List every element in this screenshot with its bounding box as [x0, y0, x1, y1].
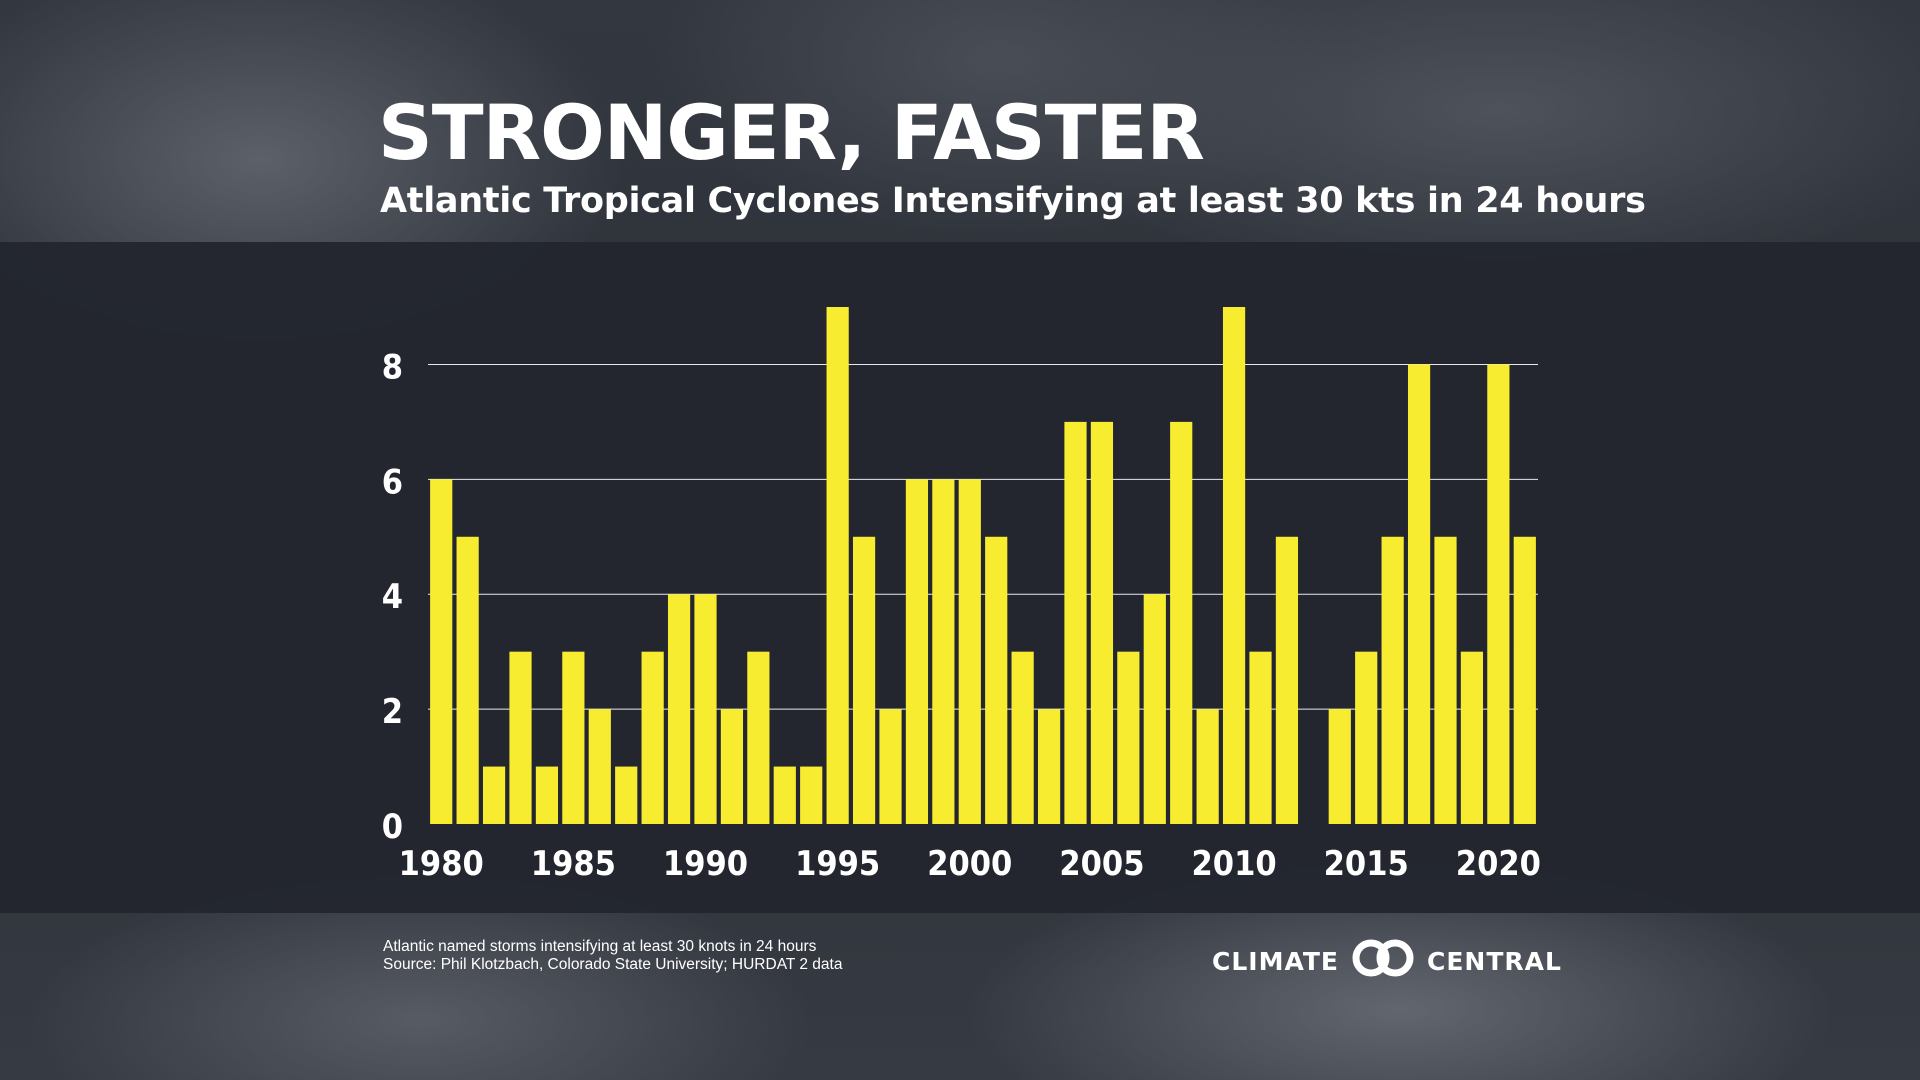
x-tick-label: 2005 — [1059, 844, 1144, 884]
bar-1997 — [879, 709, 902, 824]
bar-1986 — [588, 709, 611, 824]
logo-word-climate: CLIMATE — [1212, 946, 1339, 976]
y-axis-ticks: 0 2 4 6 8 — [382, 347, 403, 847]
bar-1980 — [430, 479, 453, 824]
grid-lines — [428, 363, 1538, 710]
bar-2012 — [1275, 536, 1299, 824]
bar-2016 — [1381, 536, 1404, 824]
y-tick-label: 0 — [382, 807, 403, 847]
x-tick-label: 1990 — [663, 844, 748, 884]
bar-2008 — [1170, 421, 1193, 824]
y-tick-label: 6 — [382, 462, 403, 502]
bar-1994 — [800, 766, 823, 824]
bar-1998 — [905, 479, 929, 824]
bar-2020 — [1487, 364, 1510, 824]
bar-1991 — [720, 709, 744, 824]
bar-1981 — [456, 536, 479, 824]
bars — [430, 307, 1536, 824]
bar-2021 — [1513, 536, 1536, 824]
bar-1999 — [932, 479, 955, 824]
bar-2018 — [1434, 536, 1457, 824]
interlocking-rings-icon — [1347, 939, 1419, 983]
chart-subtitle: Atlantic Tropical Cyclones Intensifying … — [380, 181, 1646, 221]
y-tick-label: 8 — [382, 347, 403, 387]
bar-1985 — [562, 651, 585, 824]
x-tick-label: 2020 — [1456, 844, 1541, 884]
x-axis-ticks: 1980 1985 1990 1995 2000 2005 2010 2015 2020 — [399, 844, 1541, 884]
bar-2004 — [1064, 421, 1087, 824]
bar-2017 — [1407, 364, 1431, 824]
bar-2006 — [1117, 651, 1140, 824]
x-tick-label: 1980 — [399, 844, 484, 884]
x-tick-label: 2010 — [1192, 844, 1277, 884]
bar-2009 — [1196, 709, 1219, 824]
bar-1987 — [615, 766, 638, 824]
bar-2001 — [985, 536, 1008, 824]
bar-1984 — [535, 766, 559, 824]
bar-1995 — [826, 307, 849, 824]
bar-2005 — [1090, 421, 1114, 824]
bar-2010 — [1222, 307, 1246, 824]
bar-2014 — [1328, 709, 1351, 824]
x-tick-label: 1985 — [531, 844, 616, 884]
y-tick-label: 4 — [382, 577, 403, 617]
logo-word-central: CENTRAL — [1427, 946, 1562, 976]
bar-1982 — [482, 766, 506, 824]
bar-2015 — [1355, 651, 1378, 824]
bar-2003 — [1037, 709, 1061, 824]
bar-2000 — [958, 479, 981, 824]
chart-title: STRONGER, FASTER — [378, 88, 1205, 177]
climate-central-logo[interactable]: CLIMATE CENTRAL — [1212, 939, 1562, 983]
x-tick-label: 2000 — [927, 844, 1012, 884]
bar-1993 — [773, 766, 796, 824]
bar-1990 — [694, 594, 717, 824]
x-tick-label: 1995 — [795, 844, 880, 884]
footnote: Atlantic named storms intensifying at le… — [383, 938, 842, 974]
bar-1992 — [747, 651, 770, 824]
x-tick-label: 2015 — [1324, 844, 1409, 884]
bar-2007 — [1143, 594, 1166, 824]
bar-1996 — [852, 536, 876, 824]
footnote-source: Source: Phil Klotzbach, Colorado State U… — [383, 956, 843, 973]
bar-1983 — [509, 651, 532, 824]
bar-1988 — [641, 651, 664, 824]
y-tick-label: 2 — [382, 692, 403, 732]
bar-2011 — [1249, 651, 1272, 824]
bar-2019 — [1460, 651, 1484, 824]
bar-2002 — [1011, 651, 1034, 824]
bar-1989 — [667, 594, 691, 824]
footnote-note: Atlantic named storms intensifying at le… — [383, 938, 817, 955]
